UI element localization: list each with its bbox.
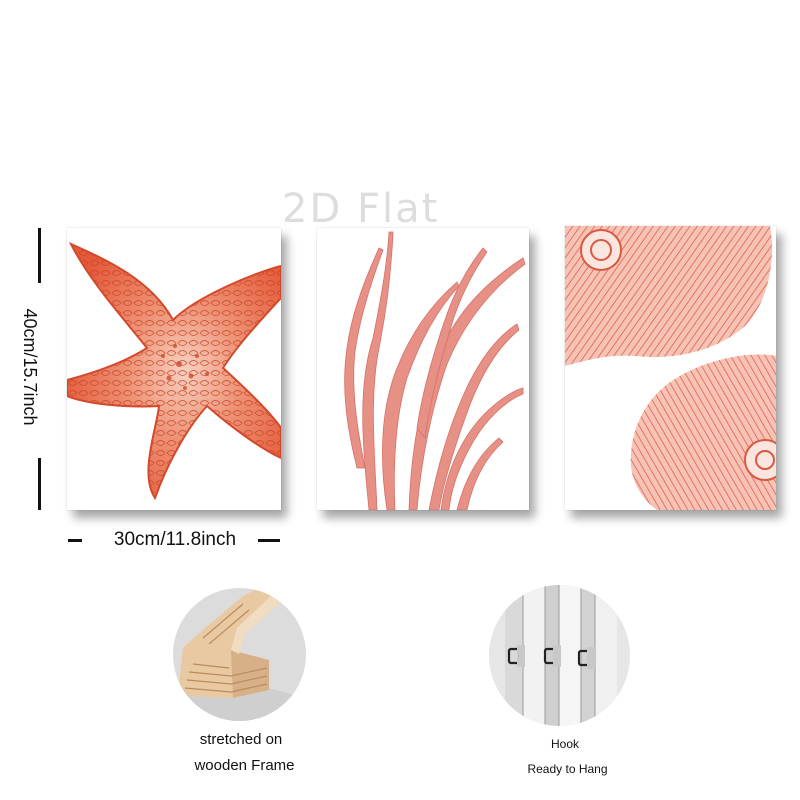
- canvas-panel-sea-coral: [565, 226, 776, 510]
- hook-photo: [489, 585, 630, 726]
- frame-caption-line1: stretched on: [199, 731, 283, 748]
- width-label: 30cm/11.8inch: [113, 529, 237, 550]
- wooden-frame-photo: [173, 588, 306, 721]
- frame-caption-line2: wooden Frame: [194, 757, 295, 774]
- watermark-text: 2D Flat: [282, 186, 440, 232]
- width-dimension-dash-left: [68, 539, 82, 542]
- width-dimension-dash-right: [258, 539, 280, 542]
- height-dimension-line-top: [38, 228, 41, 283]
- canvas-panel-seaweed: [317, 228, 529, 510]
- sea-coral-illustration: [565, 226, 776, 510]
- coral-top: [565, 226, 773, 366]
- starfish-illustration: [67, 241, 281, 501]
- hook-illustration: [489, 585, 630, 726]
- coral-bottom: [630, 354, 776, 510]
- seaweed-illustration: [344, 231, 526, 510]
- canvas-panel-starfish: [67, 228, 281, 510]
- hook-caption-line2: Ready to Hang: [527, 762, 608, 776]
- hook-caption-line1: Hook: [550, 737, 579, 751]
- height-label: 40cm/15.7inch: [20, 308, 40, 426]
- height-dimension-line-bottom: [38, 458, 41, 510]
- wooden-frame-illustration: [173, 588, 306, 721]
